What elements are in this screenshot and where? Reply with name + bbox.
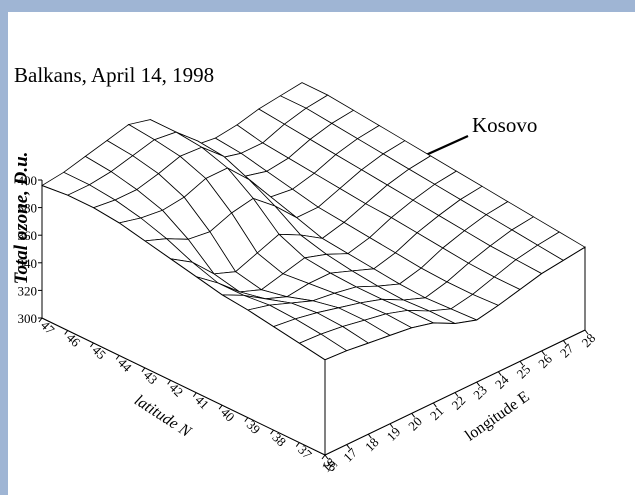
x-tick xyxy=(519,360,524,366)
y-tick xyxy=(141,367,146,373)
y-tick xyxy=(244,417,249,422)
z-tick-label: 400 xyxy=(18,173,38,188)
y-tick xyxy=(90,342,94,348)
x-tick xyxy=(346,444,351,449)
z-tick-label: 360 xyxy=(18,228,38,243)
x-tick xyxy=(432,402,437,408)
z-tick-label: 320 xyxy=(18,283,38,298)
x-tick xyxy=(454,392,459,397)
x-tick xyxy=(584,329,589,335)
chart-title: Balkans, April 14, 1998 xyxy=(14,63,214,87)
left-wall xyxy=(41,184,326,456)
y-tick xyxy=(167,379,172,385)
x-tick xyxy=(367,433,372,439)
z-tick-label: 380 xyxy=(18,201,38,216)
y-tick xyxy=(295,442,300,447)
z-tick-label: 300 xyxy=(18,311,38,326)
y-tick xyxy=(270,429,274,435)
y-tick xyxy=(218,404,223,410)
y-tick xyxy=(115,355,120,360)
front-wall xyxy=(324,246,586,456)
x-tick xyxy=(389,423,394,429)
z-tick-label: 340 xyxy=(18,256,38,271)
y-tick xyxy=(64,330,69,335)
x-tick xyxy=(476,381,481,387)
x-tick xyxy=(562,340,567,345)
x-tick xyxy=(541,350,546,356)
annotation: Kosovo xyxy=(472,113,537,137)
z-axis-label: Total ozone, D.u. xyxy=(11,152,32,285)
y-tick xyxy=(192,392,197,398)
x-tick xyxy=(411,413,416,418)
y-tick xyxy=(38,317,43,323)
x-tick xyxy=(497,371,502,376)
